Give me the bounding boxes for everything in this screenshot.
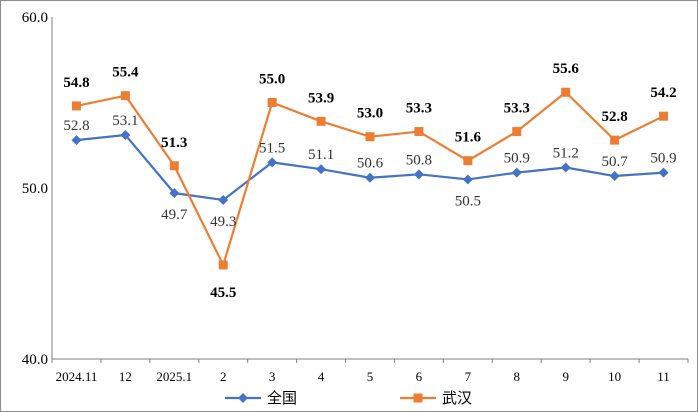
x-tick-label: 4 [318,369,325,384]
data-point-national [71,135,82,146]
data-point-wuhan [71,101,81,111]
data-point-national [169,188,180,199]
x-tick-label: 12 [119,369,132,384]
data-label-national: 51.2 [553,145,579,161]
data-label-national: 50.6 [357,156,384,172]
x-tick-label: 2024.11 [56,369,98,384]
data-label-wuhan: 53.3 [406,101,432,117]
x-tick-label: 7 [465,369,472,384]
data-point-wuhan [659,111,669,121]
data-label-wuhan: 54.2 [650,85,676,101]
data-label-wuhan: 53.3 [504,101,530,117]
x-tick-label: 2025.1 [156,369,192,384]
x-tick-label: 5 [367,369,374,384]
data-label-national: 50.5 [455,193,481,209]
data-label-wuhan: 55.0 [259,72,285,88]
data-label-national: 53.1 [112,113,138,129]
data-point-wuhan [120,91,130,101]
data-label-national: 51.5 [259,140,285,156]
data-point-national [511,167,522,178]
data-point-wuhan [365,132,375,142]
data-label-wuhan: 51.3 [161,135,187,151]
x-ticks: 2024.11 12 2025.1 2 3 4 5 6 7 8 9 10 11 [51,359,689,384]
data-label-national: 49.7 [161,207,188,223]
data-label-wuhan: 55.4 [112,65,139,81]
data-point-wuhan [610,135,620,145]
legend-label-wuhan: 武汉 [442,390,472,407]
data-point-national [316,164,327,175]
data-point-national [462,174,473,185]
data-label-wuhan: 51.6 [455,130,482,146]
y-tick-label: 60.0 [22,10,48,26]
data-label-wuhan: 45.5 [210,285,236,301]
data-point-wuhan [512,127,522,137]
data-point-national [560,162,571,173]
data-point-wuhan [169,161,179,171]
x-tick-label: 10 [608,369,621,384]
data-point-national [365,172,375,183]
data-point-wuhan [218,260,228,270]
data-label-national: 50.9 [504,151,530,167]
data-point-national [413,169,424,180]
data-point-national [120,129,131,140]
data-label-wuhan: 52.8 [601,109,627,125]
data-label-wuhan: 55.6 [553,61,580,77]
x-tick-label: 2 [220,369,227,384]
data-label-national: 51.1 [308,147,334,163]
x-tick-label: 8 [514,369,521,384]
x-tick-label: 6 [416,369,423,384]
data-point-wuhan [561,87,571,97]
data-label-wuhan: 53.9 [308,90,334,106]
x-tick-label: 9 [562,369,569,384]
data-point-wuhan [267,98,277,107]
legend-marker-national [238,393,248,403]
x-tick-label: 3 [269,369,276,384]
data-point-national [658,167,669,178]
data-point-national [218,194,229,205]
data-label-wuhan: 54.8 [63,75,89,91]
legend-marker-wuhan [413,393,423,403]
data-label-national: 50.9 [650,151,676,167]
y-tick-label: 40.0 [22,352,48,368]
legend: 全国 武汉 [225,389,472,407]
data-label-wuhan: 53.0 [357,106,383,122]
data-point-national [609,171,620,182]
legend-label-national: 全国 [267,389,297,407]
chart-axes [51,17,688,360]
data-point-wuhan [316,116,326,126]
data-point-national [267,157,278,168]
data-label-national: 49.3 [210,214,236,230]
data-point-wuhan [463,156,473,166]
data-label-national: 50.7 [601,154,628,170]
data-label-national: 50.8 [406,152,432,168]
series-group [71,87,669,270]
data-point-wuhan [414,127,424,137]
data-labels: 52.8 53.1 49.7 49.3 51.5 51.1 50.6 50.8 50.5 50.9… [63,61,676,301]
y-ticks: 40.0 50.0 60.0 [22,10,48,368]
data-label-national: 52.8 [63,118,89,134]
x-tick-label: 11 [657,369,670,384]
y-tick-label: 50.0 [22,181,48,197]
